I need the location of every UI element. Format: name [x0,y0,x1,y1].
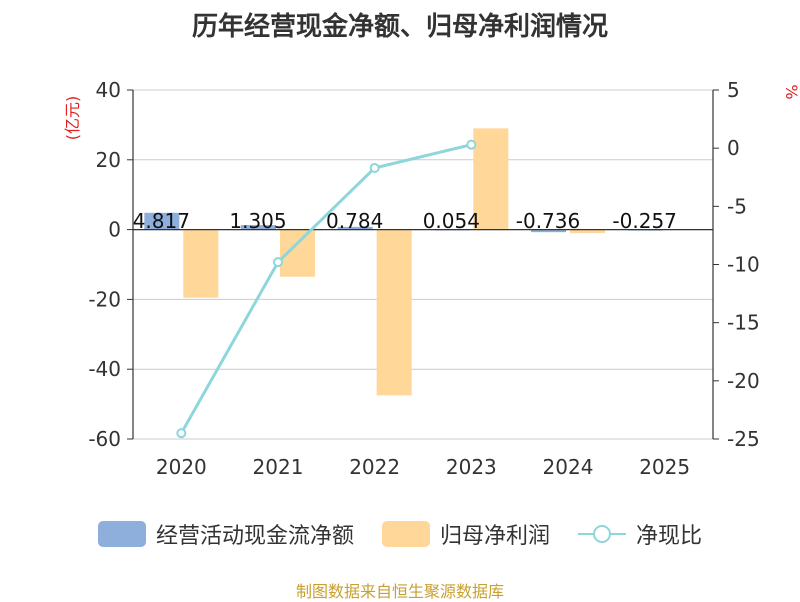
chart-title: 历年经营现金净额、归母净利润情况 [191,12,608,42]
bar-net-profit [473,128,509,230]
bar-net-profit [183,229,219,298]
right-axis-tick-label: 5 [727,78,740,102]
left-axis-tick-label: 0 [108,218,121,242]
right-axis-tick-label: -10 [727,253,760,277]
line-net-cash-ratio [180,143,472,434]
legend-item-ratio[interactable]: 净现比 [578,518,702,550]
right-axis-tick-label: 0 [727,136,740,160]
right-axis-tick-label: -15 [727,311,760,335]
bar-cash-flow [144,212,180,230]
legend-label-ratio: 净现比 [636,524,703,549]
legend-swatch-ratio [578,521,626,547]
left-axis-tick-label: 40 [96,78,121,102]
chart-legend: 经营活动现金流净额 归母净利润 净现比 [0,518,800,550]
data-label-cash-flow: 0.054 [423,209,480,233]
data-source-note: 制图数据来自恒生聚源数据库 [295,582,504,601]
point-net-cash-ratio [176,428,187,439]
legend-label-cash: 经营活动现金流净额 [155,524,354,549]
right-axis-tick-label: -25 [727,427,760,451]
left-axis-tick-label: -40 [88,357,121,381]
bar-cash-flow [337,226,373,230]
right-axis-tick-label: -5 [727,194,747,218]
bar-cash-flow [241,225,276,230]
legend-item-profit[interactable]: 归母净利润 [381,518,550,550]
left-axis-tick-label: -20 [88,287,121,311]
data-label-cash-flow: -0.257 [612,209,676,233]
legend-item-cash[interactable]: 经营活动现金流净额 [97,518,354,550]
bar-cash-flow [531,229,566,233]
x-axis-tick-label: 2022 [349,455,400,479]
right-axis-tick-label: -20 [727,369,760,393]
data-label-cash-flow: -0.736 [516,209,580,233]
point-net-cash-ratio [466,139,477,150]
right-axis-unit-label: % [782,84,800,99]
point-net-cash-ratio [273,257,283,268]
data-label-cash-flow: 0.784 [326,209,383,233]
x-axis-tick-label: 2021 [253,455,304,479]
data-label-cash-flow: 1.305 [229,209,286,233]
left-axis-unit-label: (亿元) [63,96,82,141]
x-axis-tick-label: 2023 [446,455,497,479]
bar-net-profit [570,229,605,234]
x-axis-tick-label: 2024 [543,455,594,479]
x-axis-tick-label: 2020 [156,455,207,479]
bar-net-profit [376,229,412,396]
legend-label-profit: 归母净利润 [439,524,550,549]
legend-swatch-profit [381,521,430,547]
point-net-cash-ratio [369,162,380,173]
legend-swatch-cash [97,521,146,547]
x-axis-tick-label: 2025 [639,455,690,479]
left-axis-tick-label: -60 [88,427,121,451]
left-axis-tick-label: 20 [96,148,121,172]
data-label-cash-flow: 4.817 [133,209,190,233]
